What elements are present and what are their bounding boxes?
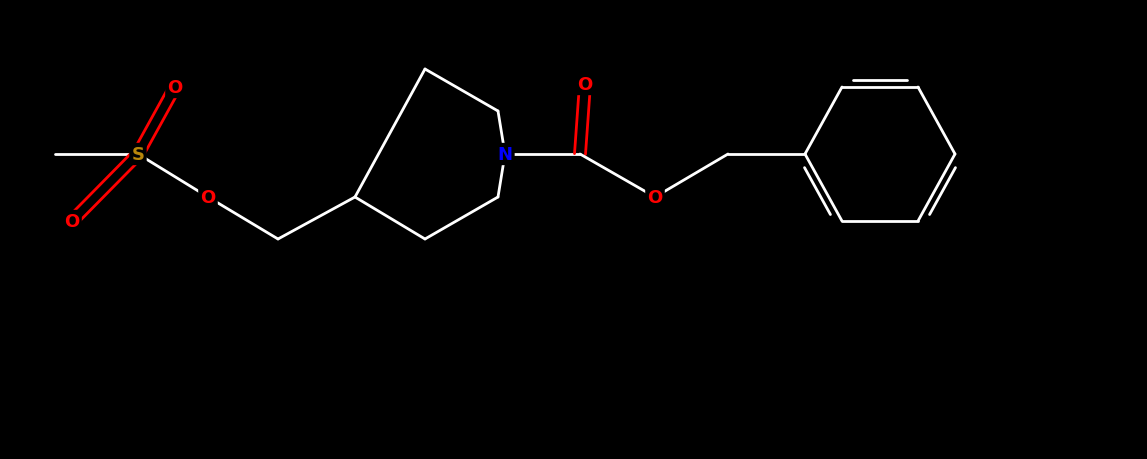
Text: S: S [132,146,145,164]
Text: O: O [201,189,216,207]
Text: O: O [647,189,663,207]
Text: O: O [64,213,79,230]
Text: O: O [577,76,593,94]
Text: N: N [498,146,513,164]
Text: O: O [167,79,182,97]
